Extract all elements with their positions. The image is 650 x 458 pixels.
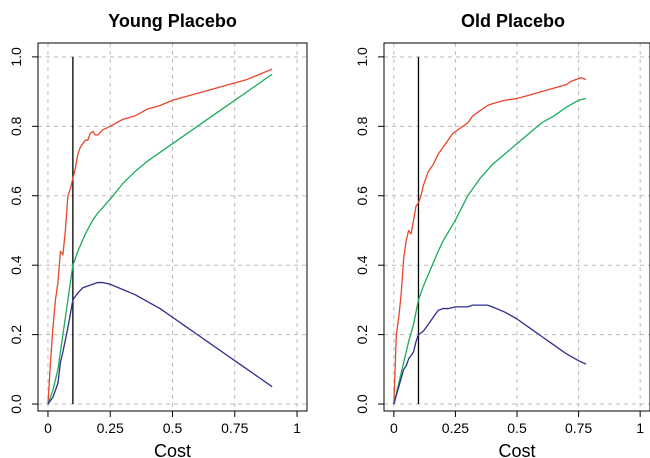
red-curve [393,77,587,405]
y-tick-label: 0.6 [8,186,24,206]
x-tick-label: 0 [390,420,398,436]
green-curve [393,97,587,405]
x-axis-label: Cost [154,441,191,458]
panel-title: Young Placebo [108,11,237,31]
y-tick-label: 0.0 [8,394,24,414]
x-tick-label: 0.75 [565,420,592,436]
y-tick-label: 0.4 [354,255,370,275]
y-tick-label: 0.0 [354,394,370,414]
chart-panel-1: 0 0.25 0.5 0.75 1 0.0 0.2 0.4 0.6 0.8 1.0 Old Place… [354,11,650,458]
y-tick-label: 0.6 [354,186,370,206]
y-tick-label: 0.2 [354,325,370,345]
blue-curve [47,281,273,405]
x-tick-label: 0.25 [97,420,124,436]
y-tick-label: 1.0 [354,47,370,67]
x-tick-label: 0.5 [507,420,527,436]
y-tick-label: 0.8 [8,116,24,136]
y-tick-label: 0.4 [8,255,24,275]
blue-curve [393,304,587,405]
panel-title: Old Placebo [461,11,565,31]
red-curve [47,68,273,405]
x-axis-label: Cost [498,441,535,458]
x-tick-label: 1 [293,420,301,436]
x-tick-label: 0.75 [221,420,248,436]
x-tick-label: 0.25 [442,420,469,436]
x-tick-label: 0 [44,420,52,436]
chart-panel-0: 0 0.25 0.5 0.75 1 0.0 0.2 0.4 0.6 0.8 1.0 Young Pla… [8,11,308,458]
y-tick-label: 1.0 [8,47,24,67]
green-curve [47,73,273,405]
y-tick-label: 0.8 [354,116,370,136]
x-tick-label: 0.5 [163,420,183,436]
y-tick-label: 0.2 [8,325,24,345]
x-tick-label: 1 [636,420,644,436]
